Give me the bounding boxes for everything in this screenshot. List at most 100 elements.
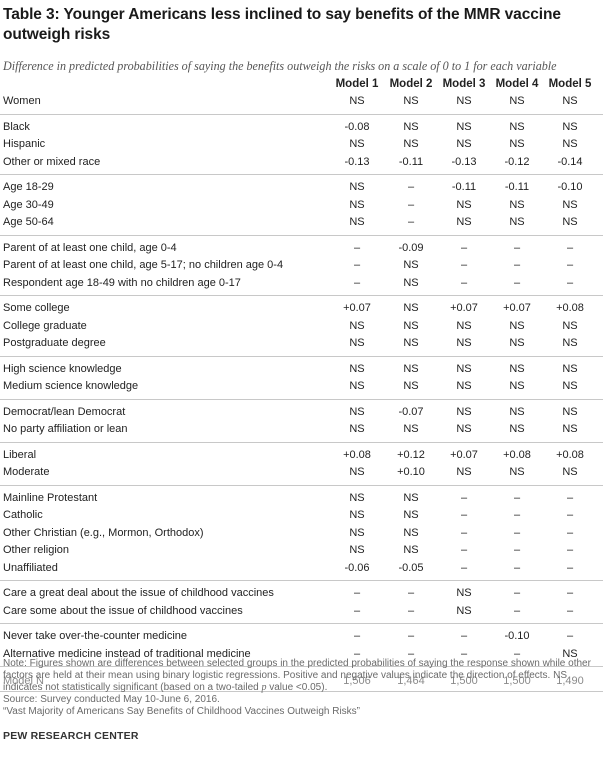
table-cell: -0.08 — [344, 120, 370, 133]
table-cell: – — [566, 491, 574, 504]
table-cell: NS — [509, 138, 525, 150]
row-label: Moderate — [3, 466, 50, 478]
row-divider — [0, 666, 603, 667]
row-label: Care some about the issue of childhood v… — [3, 604, 243, 617]
table-cell: NS — [562, 95, 578, 107]
table-cell: – — [513, 259, 521, 271]
chart-title: Table 3: Younger Americans less inclined… — [3, 6, 561, 43]
row-label: Other Christian (e.g., Mormon, Orthodox) — [3, 526, 204, 539]
table-cell: – — [407, 587, 415, 599]
table-cell: – — [566, 526, 574, 539]
table-cell: NS — [349, 380, 365, 392]
table-cell: NS — [349, 138, 365, 150]
table-cell: – — [566, 630, 574, 642]
table-cell: NS — [509, 198, 525, 211]
table-cell: NS — [403, 491, 419, 504]
table-cell: NS — [562, 423, 578, 435]
row-label: Care a great deal about the issue of chi… — [3, 587, 274, 599]
table-cell: – — [353, 259, 361, 271]
table-cell: – — [407, 630, 415, 642]
table-cell: NS — [562, 362, 578, 375]
table-cell: NS — [403, 526, 419, 539]
table-cell: +0.10 — [397, 466, 425, 478]
column-header: Model 2 — [389, 78, 433, 90]
row-divider — [0, 623, 603, 624]
table-cell: -0.10 — [557, 181, 583, 193]
row-label: Medium science knowledge — [3, 380, 139, 392]
row-label: Postgraduate degree — [3, 337, 106, 349]
table-cell: NS — [403, 509, 419, 521]
table-cell: – — [460, 647, 468, 660]
table-cell: +0.08 — [503, 448, 531, 461]
table-cell: – — [353, 630, 361, 642]
table-cell: NS — [456, 138, 472, 150]
row-label: Age 18-29 — [3, 181, 54, 193]
row-label: Age 50-64 — [3, 216, 54, 228]
column-header: Model 5 — [548, 78, 592, 90]
table-cell: NS — [403, 302, 419, 314]
table-cell: – — [353, 276, 361, 289]
table-cell: NS — [509, 423, 525, 435]
model-n-cell: 1,500 — [503, 675, 531, 687]
table-cell: NS — [349, 509, 365, 521]
table-cell: +0.07 — [503, 302, 531, 314]
table-cell: -0.13 — [344, 155, 370, 168]
row-label: Some college — [3, 302, 70, 314]
table-cell: – — [460, 509, 468, 521]
table-cell: – — [513, 544, 521, 556]
table-cell: +0.08 — [343, 448, 371, 461]
table-cell: – — [513, 526, 521, 539]
row-label: High science knowledge — [3, 362, 122, 375]
table-cell: NS — [349, 319, 365, 332]
table-cell: -0.09 — [398, 241, 424, 254]
table-cell: – — [513, 509, 521, 521]
table-cell: NS — [562, 466, 578, 478]
model-n-cell: 1,500 — [450, 675, 478, 687]
table-cell: – — [407, 198, 415, 211]
table-cell: NS — [456, 319, 472, 332]
column-header: Model 1 — [335, 78, 379, 90]
row-label: Unaffiliated — [3, 561, 58, 574]
table-cell: -0.11 — [398, 155, 424, 168]
table-cell: NS — [509, 466, 525, 478]
row-label: Age 30-49 — [3, 198, 54, 211]
table-cell: NS — [403, 95, 419, 107]
table-cell: NS — [403, 423, 419, 435]
row-divider — [0, 174, 603, 175]
table-cell: +0.07 — [450, 302, 478, 314]
table-cell: NS — [456, 120, 472, 133]
row-label: College graduate — [3, 319, 87, 332]
table-cell: – — [513, 241, 521, 254]
table-cell: NS — [562, 647, 578, 660]
table-cell: – — [460, 630, 468, 642]
table-cell: NS — [562, 319, 578, 332]
row-divider — [0, 441, 603, 443]
table-cell: – — [407, 647, 415, 660]
source-line: Source: Survey conducted May 10-June 6, … — [3, 694, 220, 705]
row-label: No party affiliation or lean — [3, 423, 128, 435]
table-cell: NS — [349, 337, 365, 349]
table-cell: – — [513, 491, 521, 504]
table-cell: – — [566, 561, 574, 574]
row-divider — [0, 355, 603, 357]
row-label: Never take over-the-counter medicine — [3, 630, 188, 642]
table-cell: -0.11 — [504, 181, 530, 193]
table-cell: NS — [562, 405, 578, 418]
table-cell: NS — [562, 120, 578, 133]
row-divider — [0, 691, 603, 692]
table-cell: – — [460, 526, 468, 539]
row-divider — [0, 580, 603, 581]
table-cell: – — [460, 544, 468, 556]
table-cell: – — [353, 647, 361, 660]
table-cell: NS — [509, 405, 525, 418]
table-cell: NS — [349, 198, 365, 211]
table-cell: NS — [456, 95, 472, 107]
model-n-cell: 1,490 — [556, 675, 584, 687]
table-cell: NS — [456, 380, 472, 392]
row-label: Other religion — [3, 544, 70, 556]
table-cell: -0.06 — [344, 561, 370, 574]
table-cell: NS — [349, 526, 365, 539]
table-cell: NS — [509, 362, 525, 375]
table-cell: -0.10 — [504, 630, 530, 642]
table-cell: – — [513, 587, 521, 599]
